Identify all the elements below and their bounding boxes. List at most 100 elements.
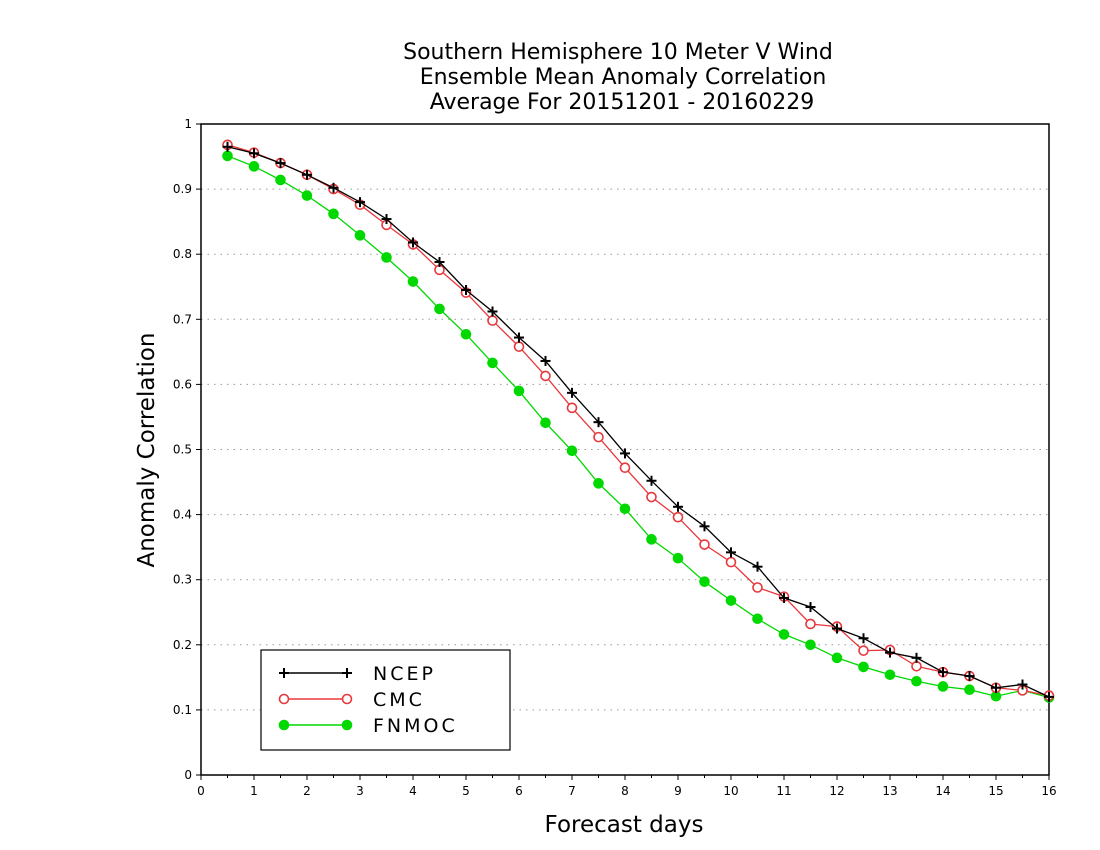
- data-point-ncep: [567, 387, 577, 398]
- data-point-cmc: [540, 370, 551, 382]
- data-point-ncep: [858, 633, 869, 644]
- x-tick-label: 8: [621, 784, 629, 798]
- data-point-ncep: [938, 667, 948, 678]
- x-tick-label: 1: [250, 784, 258, 798]
- legend-item-fnmoc: FNMOC: [278, 715, 458, 737]
- chart-title: Southern Hemisphere 10 Meter V Wind Ense…: [403, 40, 833, 115]
- data-point-ncep: [461, 285, 471, 296]
- data-point-cmc: [566, 402, 578, 414]
- x-tick-label: 15: [988, 784, 1003, 798]
- data-point-ncep: [328, 182, 339, 193]
- series-fnmoc: [222, 150, 1055, 703]
- chart-title-line-2: Ensemble Mean Anomaly Correlation: [420, 65, 827, 90]
- y-tick-label: 0.3: [173, 573, 192, 587]
- data-point-ncep: [911, 652, 922, 663]
- data-point-fnmoc: [619, 503, 631, 515]
- y-tick-label: 0.2: [173, 638, 192, 652]
- data-point-fnmoc: [831, 652, 843, 664]
- data-point-ncep: [540, 355, 551, 366]
- data-point-ncep: [381, 214, 392, 225]
- data-point-ncep: [752, 561, 763, 572]
- data-point-ncep: [514, 332, 524, 343]
- data-point-fnmoc: [301, 190, 313, 201]
- data-point-cmc: [858, 645, 869, 656]
- data-point-cmc: [646, 491, 657, 503]
- data-point-fnmoc: [805, 639, 816, 651]
- legend-marker: [341, 693, 353, 705]
- data-point-ncep: [646, 475, 657, 486]
- y-tick-label: 0.6: [173, 377, 192, 391]
- y-axis-label: Anomaly Correlation: [134, 332, 160, 567]
- data-point-fnmoc: [725, 595, 737, 606]
- data-point-ncep: [434, 257, 445, 268]
- data-point-fnmoc: [884, 669, 896, 681]
- series-layer: [222, 139, 1055, 703]
- legend-marker: [279, 668, 289, 678]
- y-tick-label: 0.4: [173, 508, 192, 522]
- x-tick-label: 0: [197, 784, 205, 798]
- data-point-cmc: [699, 539, 710, 550]
- chart-title-line-3: Average For 20151201 - 20160229: [430, 90, 815, 115]
- data-point-fnmoc: [646, 534, 657, 545]
- legend-label: FNMOC: [373, 715, 458, 737]
- series-cmc: [222, 139, 1055, 701]
- data-point-fnmoc: [248, 161, 260, 172]
- data-point-ncep: [699, 521, 710, 532]
- series-line-ncep: [227, 146, 1050, 698]
- y-tick-label: 0.9: [173, 182, 192, 196]
- x-tick-label: 13: [882, 784, 897, 798]
- data-point-cmc: [725, 556, 737, 568]
- data-point-cmc: [672, 511, 684, 523]
- data-point-ncep: [779, 592, 789, 603]
- legend-label: NCEP: [373, 663, 436, 685]
- data-point-fnmoc: [434, 303, 445, 315]
- data-point-fnmoc: [858, 661, 869, 673]
- x-tick-label: 9: [674, 784, 682, 798]
- data-point-ncep: [275, 158, 286, 169]
- data-point-fnmoc: [672, 552, 684, 564]
- data-point-ncep: [620, 448, 630, 459]
- data-point-fnmoc: [381, 252, 392, 263]
- data-point-fnmoc: [487, 357, 498, 369]
- data-point-fnmoc: [699, 576, 710, 587]
- y-tick-label: 0: [184, 768, 192, 782]
- data-point-cmc: [911, 660, 922, 672]
- x-tick-label: 7: [568, 784, 576, 798]
- data-point-ncep: [408, 237, 418, 248]
- data-point-ncep: [832, 623, 842, 634]
- data-point-fnmoc: [407, 276, 419, 287]
- x-axis-label: Forecast days: [545, 812, 704, 838]
- data-point-fnmoc: [540, 417, 551, 429]
- data-point-cmc: [752, 582, 763, 593]
- data-point-fnmoc: [222, 150, 233, 162]
- x-tick-label: 6: [515, 784, 523, 798]
- data-point-ncep: [673, 501, 683, 512]
- x-tick-label: 11: [776, 784, 791, 798]
- y-tick-label: 0.7: [173, 312, 192, 326]
- data-point-fnmoc: [937, 681, 949, 692]
- y-tick-label: 0.5: [173, 443, 192, 457]
- data-point-ncep: [1017, 679, 1028, 690]
- data-point-ncep: [302, 169, 312, 180]
- data-point-ncep: [726, 547, 736, 558]
- plot-frame: [200, 123, 1050, 776]
- data-point-cmc: [619, 462, 631, 474]
- data-point-cmc: [487, 315, 498, 326]
- data-point-fnmoc: [328, 208, 339, 220]
- data-point-cmc: [805, 618, 816, 630]
- y-tick-label: 0.1: [173, 703, 192, 717]
- data-point-fnmoc: [964, 684, 975, 696]
- data-point-ncep: [355, 197, 365, 208]
- legend-marker: [278, 693, 290, 705]
- data-point-fnmoc: [275, 174, 286, 186]
- data-point-ncep: [885, 647, 895, 658]
- legend-item-ncep: NCEP: [279, 663, 436, 685]
- data-point-fnmoc: [911, 675, 922, 687]
- data-point-ncep: [222, 141, 233, 152]
- data-point-ncep: [1044, 691, 1054, 702]
- data-point-fnmoc: [460, 328, 472, 340]
- axes: 00.10.20.30.40.50.60.70.80.910 1 2 3 4 5 6 7 8 9 1…: [173, 117, 1057, 798]
- x-tick-label: 4: [409, 784, 417, 798]
- x-tick-label: 12: [829, 784, 844, 798]
